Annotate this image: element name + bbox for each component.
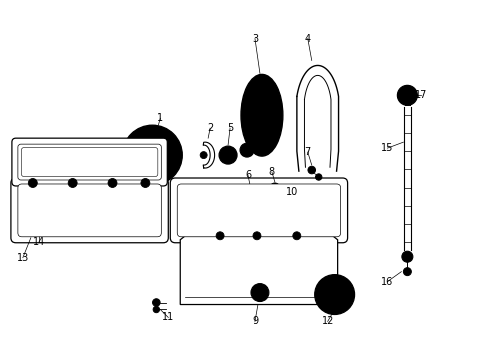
Circle shape: [28, 179, 37, 188]
Circle shape: [142, 145, 162, 165]
Circle shape: [149, 139, 155, 144]
Circle shape: [122, 125, 182, 185]
Circle shape: [314, 275, 354, 315]
Circle shape: [148, 151, 156, 159]
FancyBboxPatch shape: [18, 144, 161, 180]
Circle shape: [397, 85, 416, 105]
Text: 1: 1: [157, 113, 163, 123]
Circle shape: [401, 89, 412, 101]
Ellipse shape: [241, 75, 282, 156]
Circle shape: [200, 152, 207, 159]
Text: 4: 4: [304, 33, 310, 44]
Circle shape: [307, 166, 315, 174]
Circle shape: [292, 232, 300, 240]
Circle shape: [316, 175, 320, 179]
Text: 10: 10: [285, 187, 297, 197]
Text: 17: 17: [414, 90, 427, 100]
Circle shape: [404, 93, 409, 98]
Circle shape: [271, 185, 277, 191]
Circle shape: [154, 301, 158, 305]
Text: 2: 2: [206, 123, 213, 133]
Circle shape: [68, 179, 77, 188]
Ellipse shape: [246, 80, 276, 150]
Text: 5: 5: [226, 123, 233, 133]
Text: 6: 6: [244, 170, 250, 180]
Polygon shape: [203, 142, 214, 168]
Circle shape: [405, 269, 409, 274]
FancyBboxPatch shape: [21, 148, 158, 176]
Circle shape: [252, 232, 261, 240]
Text: 14: 14: [33, 237, 45, 247]
Circle shape: [162, 159, 166, 165]
Circle shape: [138, 159, 142, 165]
Circle shape: [401, 251, 412, 262]
Text: 12: 12: [321, 316, 333, 327]
Polygon shape: [180, 236, 337, 305]
Circle shape: [326, 287, 342, 302]
Circle shape: [152, 299, 160, 306]
Text: 8: 8: [268, 167, 274, 177]
Circle shape: [154, 308, 158, 311]
Circle shape: [261, 200, 265, 204]
Text: 7: 7: [304, 147, 310, 157]
Circle shape: [219, 146, 237, 164]
Circle shape: [254, 288, 264, 298]
FancyBboxPatch shape: [11, 178, 168, 243]
Circle shape: [243, 146, 250, 154]
Text: 3: 3: [251, 33, 258, 44]
Circle shape: [132, 135, 172, 175]
Circle shape: [240, 143, 253, 157]
Circle shape: [247, 195, 256, 204]
Circle shape: [216, 232, 224, 240]
Circle shape: [320, 280, 348, 309]
Circle shape: [153, 306, 159, 313]
Circle shape: [308, 168, 313, 172]
FancyBboxPatch shape: [170, 178, 347, 243]
Circle shape: [269, 183, 279, 193]
Circle shape: [141, 179, 149, 188]
Text: 13: 13: [17, 253, 29, 263]
Text: 16: 16: [381, 276, 393, 287]
Text: 15: 15: [381, 143, 393, 153]
Text: 9: 9: [251, 316, 258, 327]
FancyBboxPatch shape: [12, 138, 167, 186]
Circle shape: [249, 197, 254, 202]
FancyBboxPatch shape: [18, 184, 161, 237]
Circle shape: [315, 174, 321, 180]
Circle shape: [403, 268, 410, 276]
Circle shape: [260, 198, 267, 206]
Circle shape: [404, 254, 409, 260]
Text: 11: 11: [162, 312, 174, 323]
Circle shape: [221, 149, 234, 162]
Circle shape: [250, 284, 268, 302]
FancyBboxPatch shape: [177, 184, 340, 237]
Circle shape: [108, 179, 117, 188]
